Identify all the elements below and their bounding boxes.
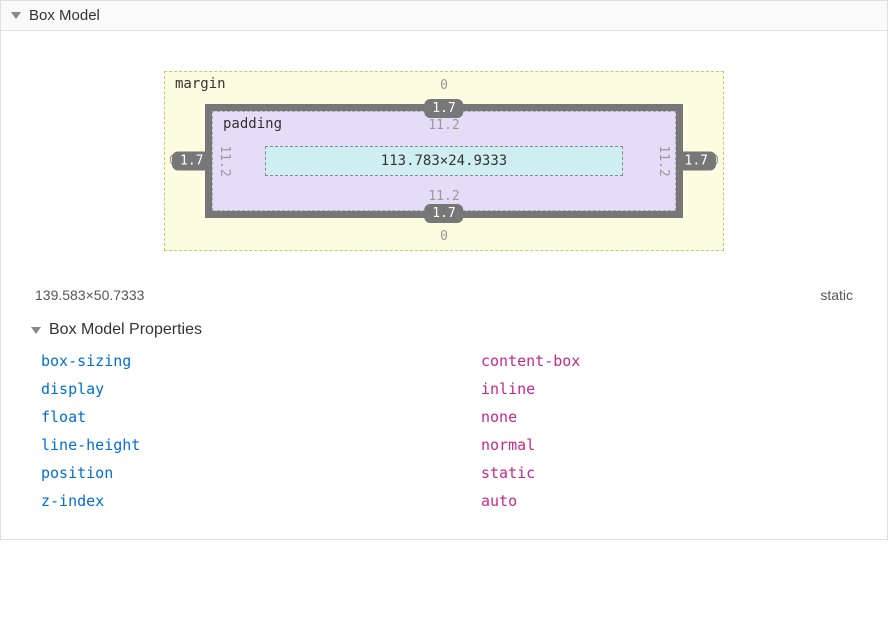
property-row: floatnone bbox=[27, 403, 861, 431]
chevron-down-icon bbox=[11, 12, 21, 19]
property-value[interactable]: inline bbox=[481, 380, 535, 398]
box-model-properties: Box Model Properties box-sizingcontent-b… bbox=[21, 317, 867, 529]
property-name[interactable]: display bbox=[41, 380, 481, 398]
border-right-value[interactable]: 1.7 bbox=[677, 152, 716, 171]
property-name[interactable]: float bbox=[41, 408, 481, 426]
property-value[interactable]: static bbox=[481, 464, 535, 482]
padding-left-value[interactable]: 11.2 bbox=[217, 145, 232, 176]
section-title: Box Model bbox=[29, 7, 100, 24]
property-value[interactable]: auto bbox=[481, 492, 517, 510]
property-row: displayinline bbox=[27, 375, 861, 403]
overall-position-text: static bbox=[820, 287, 853, 303]
box-model-panel: Box Model margin 0 0 0 0 border 1.7 1.7 … bbox=[0, 0, 888, 540]
margin-bottom-value[interactable]: 0 bbox=[440, 229, 448, 244]
property-row: box-sizingcontent-box bbox=[27, 347, 861, 375]
box-model-body: margin 0 0 0 0 border 1.7 1.7 1.7 1.7 pa… bbox=[1, 31, 887, 539]
section-title: Box Model Properties bbox=[49, 321, 202, 339]
padding-top-value[interactable]: 11.2 bbox=[428, 118, 459, 133]
margin-region[interactable]: margin 0 0 0 0 border 1.7 1.7 1.7 1.7 pa… bbox=[164, 71, 724, 251]
box-model-diagram: margin 0 0 0 0 border 1.7 1.7 1.7 1.7 pa… bbox=[21, 51, 867, 281]
layer-label: margin bbox=[175, 76, 226, 92]
border-top-value[interactable]: 1.7 bbox=[424, 99, 463, 118]
padding-right-value[interactable]: 11.2 bbox=[656, 145, 671, 176]
property-name[interactable]: z-index bbox=[41, 492, 481, 510]
padding-region[interactable]: padding 11.2 11.2 11.2 11.2 113.783×24.9… bbox=[212, 111, 676, 211]
margin-top-value[interactable]: 0 bbox=[440, 78, 448, 93]
property-name[interactable]: position bbox=[41, 464, 481, 482]
overall-size-text: 139.583×50.7333 bbox=[35, 287, 144, 303]
layer-label: padding bbox=[223, 116, 282, 132]
properties-list: box-sizingcontent-boxdisplayinlinefloatn… bbox=[27, 347, 861, 515]
property-value[interactable]: none bbox=[481, 408, 517, 426]
border-bottom-value[interactable]: 1.7 bbox=[424, 204, 463, 223]
property-row: line-heightnormal bbox=[27, 431, 861, 459]
content-region[interactable]: 113.783×24.9333 bbox=[265, 146, 623, 176]
border-left-value[interactable]: 1.7 bbox=[172, 152, 211, 171]
property-name[interactable]: line-height bbox=[41, 436, 481, 454]
property-name[interactable]: box-sizing bbox=[41, 352, 481, 370]
box-model-header[interactable]: Box Model bbox=[1, 1, 887, 31]
border-region[interactable]: border 1.7 1.7 1.7 1.7 padding 11.2 11.2… bbox=[205, 104, 683, 218]
padding-bottom-value[interactable]: 11.2 bbox=[428, 189, 459, 204]
property-value[interactable]: content-box bbox=[481, 352, 580, 370]
props-header[interactable]: Box Model Properties bbox=[27, 317, 861, 347]
content-size-text: 113.783×24.9333 bbox=[381, 153, 507, 169]
chevron-down-icon bbox=[31, 327, 41, 334]
property-row: positionstatic bbox=[27, 459, 861, 487]
property-row: z-indexauto bbox=[27, 487, 861, 515]
property-value[interactable]: normal bbox=[481, 436, 535, 454]
overall-size-row: 139.583×50.7333 static bbox=[21, 281, 867, 317]
